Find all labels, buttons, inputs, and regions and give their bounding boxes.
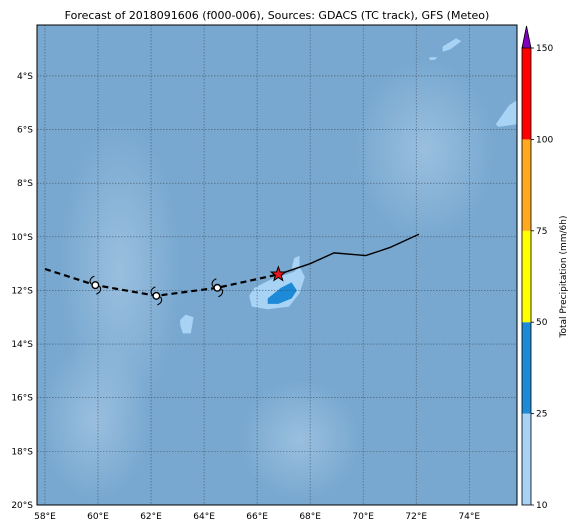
lat-tick-label: 12°S xyxy=(11,286,33,296)
latitude-tick-labels: 4°S 6°S 8°S 10°S 12°S 14°S 16°S 18°S 20°S xyxy=(11,72,33,511)
map-frame xyxy=(36,24,518,506)
lat-tick-label: 6°S xyxy=(17,126,33,136)
colorbar-tick-label: 25 xyxy=(536,410,547,420)
longitude-tick-labels: 58°E 60°E 62°E 64°E 66°E 68°E 70°E 72°E 74°E xyxy=(34,512,480,522)
lat-tick-label: 18°S xyxy=(11,447,33,457)
precip-patch xyxy=(495,100,517,127)
cyclone-track xyxy=(44,233,420,306)
forecast-position-dot xyxy=(91,281,100,290)
lat-tick-label: 14°S xyxy=(11,340,33,350)
lat-tick-label: 4°S xyxy=(17,72,33,82)
precip-patch xyxy=(180,314,194,334)
lat-tick-label: 20°S xyxy=(11,501,33,511)
lon-tick-label: 64°E xyxy=(193,512,215,522)
cyclone-arm xyxy=(96,285,102,295)
graticule xyxy=(37,25,517,505)
lon-tick-label: 62°E xyxy=(140,512,162,522)
figure-title: Forecast of 2018091606 (f000-006), Sourc… xyxy=(65,9,490,22)
lon-tick-label: 74°E xyxy=(458,512,480,522)
cyclone-arm xyxy=(150,286,156,296)
lat-tick-label: 16°S xyxy=(11,394,33,404)
colorbar-tick-label: 75 xyxy=(536,227,547,237)
colorbar-tick-label: 100 xyxy=(536,135,553,145)
forecast-position-dot xyxy=(213,283,222,292)
colorbar-segment xyxy=(522,139,531,231)
lon-tick-label: 66°E xyxy=(246,512,268,522)
cyclone-arm xyxy=(211,278,217,288)
colorbar-extend-triangle xyxy=(521,25,532,49)
ocean-shading xyxy=(40,340,150,500)
observed-track-line xyxy=(278,233,420,276)
ocean-shading xyxy=(355,60,495,240)
colorbar-tick-label: 10 xyxy=(536,501,548,511)
lon-tick-label: 72°E xyxy=(405,512,427,522)
colorbar-frame xyxy=(521,47,532,506)
current-position-star-icon xyxy=(269,265,287,282)
precip-patch xyxy=(291,255,300,269)
map-plot-area xyxy=(37,25,517,505)
precip-patch xyxy=(267,282,297,304)
precip-patch xyxy=(442,38,462,52)
colorbar-label: Total Precipitation (mm/6h) xyxy=(559,215,569,338)
colorbar: 10 25 50 75 100 150 Total Precipitation (mm/6h… xyxy=(521,25,569,511)
ocean-shading xyxy=(240,380,360,500)
colorbar-tick-label: 150 xyxy=(536,44,553,54)
lon-tick-label: 60°E xyxy=(87,512,109,522)
cyclone-symbol-icon xyxy=(150,286,163,306)
precipitation-patches xyxy=(180,38,517,334)
cyclone-symbol-icon xyxy=(211,278,224,298)
cyclone-arm xyxy=(218,288,224,298)
cyclone-arm xyxy=(157,296,163,306)
lat-tick-label: 8°S xyxy=(17,179,33,189)
lat-tick-label: 10°S xyxy=(11,233,33,243)
forecast-position-dot xyxy=(152,291,161,300)
colorbar-segment xyxy=(522,413,531,505)
cyclone-arm xyxy=(89,275,95,285)
colorbar-tick-label: 50 xyxy=(536,318,548,328)
cyclone-symbol-icon xyxy=(89,275,102,295)
precip-patch xyxy=(429,57,438,60)
colorbar-segment xyxy=(522,230,531,323)
lon-tick-label: 68°E xyxy=(299,512,321,522)
colorbar-segment xyxy=(522,322,531,414)
lon-tick-label: 70°E xyxy=(352,512,374,522)
lon-tick-label: 58°E xyxy=(34,512,56,522)
colorbar-segment xyxy=(522,48,531,140)
